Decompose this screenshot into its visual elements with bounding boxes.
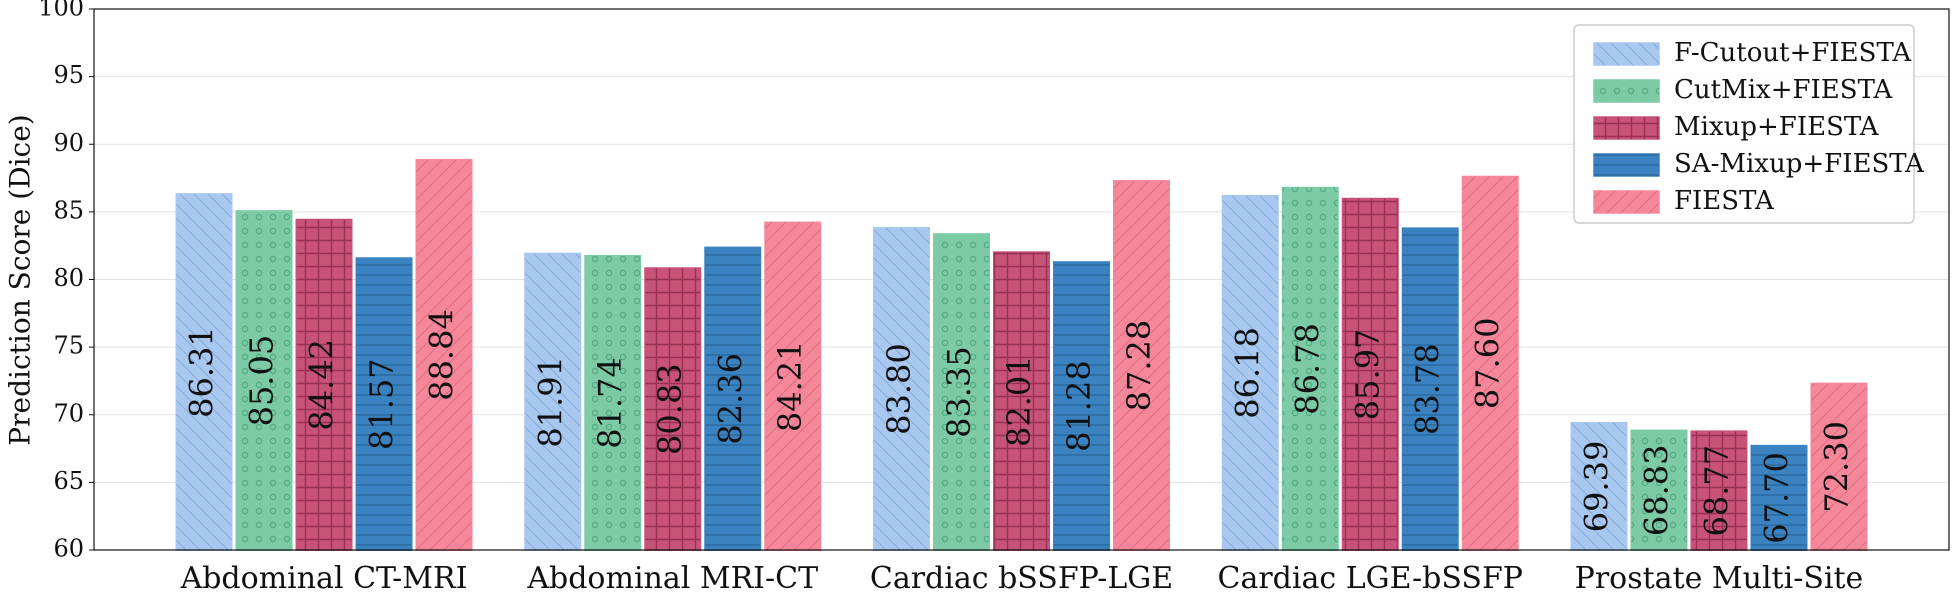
bar-hatch bbox=[1054, 262, 1109, 550]
bar-hatch bbox=[705, 247, 761, 550]
bar-hatch bbox=[1222, 195, 1278, 550]
bar-hatch bbox=[1114, 181, 1169, 550]
value-label: 84.21 bbox=[771, 340, 809, 432]
x-tick-label: Cardiac bSSFP-LGE bbox=[870, 561, 1173, 592]
y-axis-label: Prediction Score (Dice) bbox=[4, 114, 37, 445]
legend-swatch-hatch bbox=[1594, 117, 1659, 139]
bar-hatch bbox=[585, 255, 641, 551]
bar-hatch bbox=[765, 222, 821, 550]
legend-swatch-hatch bbox=[1594, 191, 1659, 213]
value-label: 81.57 bbox=[363, 358, 401, 450]
value-label: 85.97 bbox=[1349, 329, 1387, 421]
legend-label: SA-Mixup+FIESTA bbox=[1674, 149, 1925, 179]
bar-hatch bbox=[296, 219, 352, 551]
legend-label: F-Cutout+FIESTA bbox=[1674, 38, 1912, 68]
value-label: 69.39 bbox=[1577, 441, 1615, 533]
x-tick-label: Prostate Multi-Site bbox=[1575, 561, 1864, 592]
value-label: 87.28 bbox=[1120, 320, 1158, 412]
y-tick-label: 90 bbox=[53, 129, 84, 157]
value-label: 82.01 bbox=[1000, 355, 1038, 447]
bar-hatch bbox=[356, 258, 412, 550]
bar-hatch bbox=[1811, 383, 1867, 550]
value-label: 67.70 bbox=[1757, 452, 1795, 544]
bar-hatch bbox=[1691, 431, 1747, 550]
bar-hatch bbox=[1282, 187, 1338, 550]
value-label: 80.83 bbox=[651, 363, 689, 455]
value-label: 86.31 bbox=[183, 326, 221, 418]
value-label: 83.35 bbox=[940, 346, 978, 438]
value-label: 88.84 bbox=[423, 309, 461, 401]
legend-label: FIESTA bbox=[1674, 186, 1775, 216]
legend-label: Mixup+FIESTA bbox=[1674, 112, 1880, 142]
value-label: 83.80 bbox=[880, 343, 918, 435]
x-tick-label: Cardiac LGE-bSSFP bbox=[1218, 561, 1523, 592]
legend-swatch-hatch bbox=[1594, 154, 1659, 176]
bar-hatch bbox=[645, 268, 701, 550]
bar-hatch bbox=[1631, 430, 1687, 550]
bar-hatch bbox=[416, 159, 472, 550]
value-label: 68.77 bbox=[1697, 445, 1735, 537]
bar-hatch bbox=[1751, 445, 1807, 550]
value-label: 83.78 bbox=[1409, 343, 1447, 435]
bar-hatch bbox=[1402, 228, 1458, 551]
bar-hatch bbox=[176, 194, 232, 550]
y-tick-label: 80 bbox=[53, 264, 84, 292]
y-tick-label: 65 bbox=[53, 467, 84, 495]
value-label: 81.74 bbox=[591, 357, 629, 449]
bar-hatch bbox=[525, 253, 581, 551]
y-tick-label: 75 bbox=[53, 332, 84, 360]
bar-hatch bbox=[1342, 198, 1398, 551]
value-label: 82.36 bbox=[711, 353, 749, 445]
y-tick-label: 100 bbox=[38, 0, 84, 22]
y-tick-label: 95 bbox=[53, 61, 84, 89]
legend-label: CutMix+FIESTA bbox=[1674, 75, 1893, 105]
value-label: 72.30 bbox=[1817, 421, 1855, 513]
value-label: 86.18 bbox=[1229, 327, 1267, 419]
value-label: 81.91 bbox=[531, 356, 569, 448]
plot-frame bbox=[93, 8, 1950, 551]
value-label: 81.28 bbox=[1060, 360, 1098, 452]
x-tick-label: Abdominal MRI-CT bbox=[526, 561, 818, 592]
bar-hatch bbox=[934, 234, 989, 550]
bar-hatch bbox=[1571, 423, 1627, 550]
y-tick-label: 85 bbox=[53, 196, 84, 224]
x-tick-label: Abdominal CT-MRI bbox=[180, 561, 468, 592]
value-label: 87.60 bbox=[1469, 318, 1507, 410]
bar-hatch bbox=[236, 211, 292, 551]
value-label: 84.42 bbox=[303, 339, 341, 431]
legend-swatch-hatch bbox=[1594, 43, 1659, 65]
bar-hatch bbox=[874, 228, 929, 551]
value-label: 85.05 bbox=[243, 335, 281, 427]
y-tick-label: 70 bbox=[53, 399, 84, 427]
y-tick-label: 60 bbox=[53, 535, 84, 563]
value-label: 86.78 bbox=[1289, 323, 1327, 415]
value-label: 68.83 bbox=[1637, 444, 1675, 536]
legend-swatch-hatch bbox=[1594, 80, 1659, 102]
bar-hatch bbox=[1462, 176, 1518, 550]
bar-hatch bbox=[994, 252, 1049, 550]
